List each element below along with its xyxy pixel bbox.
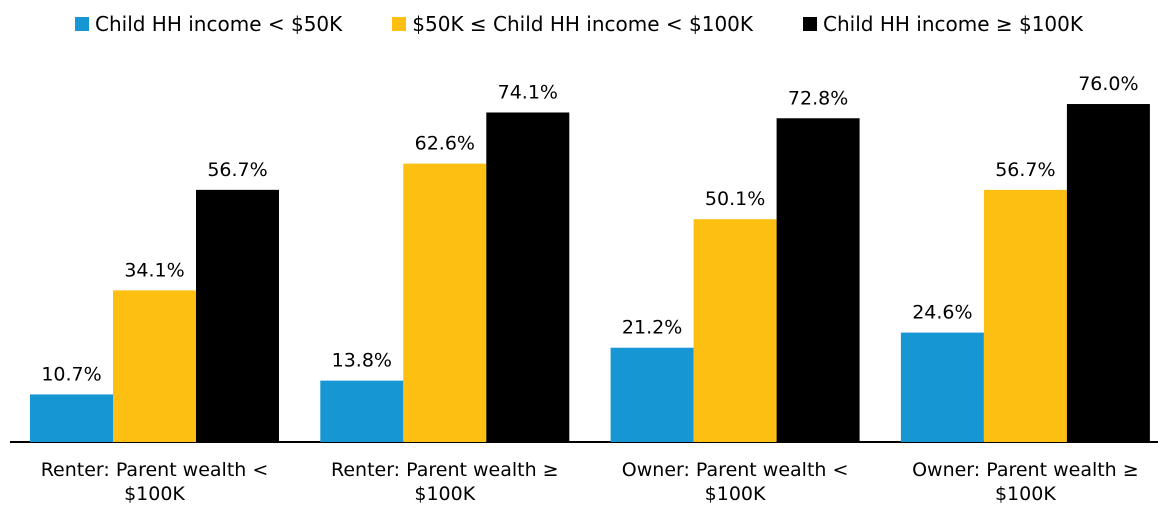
bar (1066, 104, 1150, 442)
legend: Child HH income < $50K $50K ≤ Child HH in… (0, 12, 1158, 36)
value-label: 76.0% (1078, 73, 1138, 95)
legend-swatch (75, 17, 89, 31)
legend-item: Child HH income ≥ $100K (803, 12, 1083, 36)
x-tick-label: Owner: Parent wealth ≥ $100K (912, 459, 1139, 505)
legend-swatch (392, 17, 407, 31)
legend-label: $50K ≤ Child HH income < $100K (412, 12, 754, 36)
value-label: 56.7% (995, 159, 1055, 181)
bar (486, 112, 570, 443)
value-label: 24.6% (912, 302, 972, 324)
legend-item: Child HH income < $50K (75, 12, 342, 36)
value-label: 13.8% (332, 350, 392, 372)
bar (776, 118, 860, 443)
value-label: 10.7% (41, 363, 101, 385)
bar (196, 189, 279, 442)
bar (113, 290, 196, 442)
legend-label: Child HH income < $50K (95, 12, 343, 36)
bar (320, 380, 404, 442)
bar (693, 219, 777, 442)
bar (30, 394, 113, 442)
value-label: 34.1% (124, 259, 184, 281)
value-label: 56.7% (207, 159, 267, 181)
bar (610, 347, 694, 442)
legend-item: $50K ≤ Child HH income < $100K (392, 12, 753, 36)
value-label: 62.6% (415, 133, 475, 155)
value-label: 74.1% (498, 81, 558, 103)
x-tick-label: Owner: Parent wealth < $100K (621, 459, 849, 505)
bar (900, 332, 984, 442)
legend-swatch (803, 17, 818, 31)
bar (983, 189, 1067, 442)
x-tick-label: Renter: Parent wealth ≥ $100K (330, 459, 559, 505)
value-label: 21.2% (622, 317, 682, 339)
value-label: 50.1% (705, 188, 765, 210)
legend-label: Child HH income ≥ $100K (823, 12, 1083, 36)
x-tick-label: Renter: Parent wealth < $100K (40, 459, 269, 505)
bar (403, 163, 487, 442)
value-label: 72.8% (788, 87, 848, 109)
